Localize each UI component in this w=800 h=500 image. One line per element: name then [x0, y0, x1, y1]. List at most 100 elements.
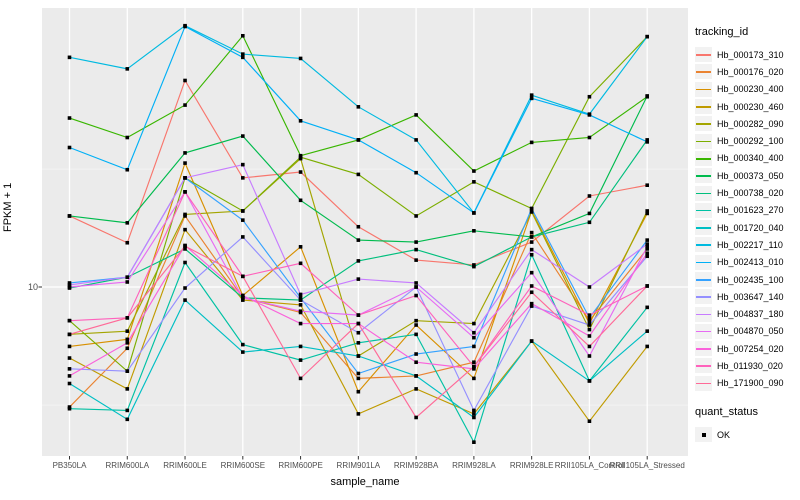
data-point	[183, 190, 187, 194]
data-point	[241, 55, 245, 60]
data-point	[183, 78, 187, 83]
data-point	[587, 354, 592, 358]
data-point	[67, 116, 72, 120]
data-point	[356, 259, 361, 263]
series-line-swatch	[696, 330, 711, 333]
data-point	[67, 344, 72, 349]
y-tick-label-10: 10	[27, 282, 38, 292]
data-point	[414, 113, 418, 117]
series-color-key-icon	[695, 168, 712, 184]
legend-item-label: Hb_000230_400	[717, 84, 784, 95]
data-point	[587, 194, 592, 198]
data-point	[645, 238, 649, 242]
legend-item-label: Hb_000340_400	[717, 153, 784, 164]
series-line-swatch	[696, 313, 711, 316]
legend-item-Hb_000340_400: Hb_000340_400	[695, 150, 800, 167]
data-point	[645, 247, 649, 251]
data-point	[472, 180, 476, 184]
data-point	[298, 153, 303, 158]
data-point	[472, 211, 476, 215]
data-point	[356, 389, 361, 394]
series-line-swatch	[696, 209, 711, 212]
data-point	[472, 376, 476, 381]
data-point	[356, 172, 361, 177]
data-point	[587, 211, 592, 216]
data-point	[356, 138, 361, 142]
data-point	[414, 415, 418, 420]
data-point	[645, 138, 649, 142]
series-color-key-icon	[695, 202, 712, 218]
data-point	[241, 295, 245, 300]
data-point	[414, 332, 418, 337]
data-point	[298, 261, 303, 266]
data-point	[472, 412, 476, 416]
data-point	[414, 138, 418, 142]
data-point	[298, 321, 303, 326]
data-point	[645, 140, 649, 144]
legend: tracking_id Hb_000173_310 Hb_000176_020 Hb…	[695, 26, 800, 443]
legend-item-Hb_000173_310: Hb_000173_310	[695, 46, 800, 63]
legend-item-ok: OK	[695, 426, 800, 443]
data-point	[645, 245, 649, 249]
series-color-key-icon	[695, 375, 712, 391]
x-tick-label-PB350LA: PB350LA	[52, 461, 87, 470]
data-point	[414, 285, 418, 289]
data-point	[414, 240, 418, 244]
data-point	[472, 330, 476, 335]
series-color-key-icon	[695, 220, 712, 236]
data-point	[298, 292, 303, 297]
data-point	[241, 33, 245, 38]
x-tick-label-RRIM928LE: RRIM928LE	[509, 461, 554, 470]
data-point	[529, 247, 534, 252]
data-point	[356, 330, 361, 335]
x-tick-labels: PB350LA RRIM600LA RRIM600LE RRIM600SE RRIM60…	[0, 461, 800, 473]
x-tick-label-RRIM928LA: RRIM928LA	[452, 461, 496, 470]
series-line-swatch	[696, 382, 711, 385]
data-point	[529, 284, 534, 288]
data-point	[125, 387, 130, 391]
series-color-key-icon	[695, 81, 712, 97]
legend-item-Hb_004837_180: Hb_004837_180	[695, 305, 800, 322]
data-point	[241, 350, 245, 354]
data-point	[241, 176, 245, 180]
legend-item-Hb_002217_110: Hb_002217_110	[695, 236, 800, 253]
data-point	[529, 339, 534, 343]
x-tick-label-RRIM928BA: RRIM928BA	[393, 461, 439, 470]
legend-item-Hb_171900_090: Hb_171900_090	[695, 375, 800, 392]
data-point	[356, 341, 361, 345]
data-point	[183, 212, 187, 217]
legend-items: Hb_000173_310 Hb_000176_020 Hb_000230_400 H…	[695, 46, 800, 392]
data-point	[298, 376, 303, 381]
series-color-key-icon	[695, 306, 712, 322]
data-point	[472, 335, 476, 340]
series-color-key-icon	[695, 150, 712, 166]
data-point	[472, 408, 476, 413]
data-point	[472, 321, 476, 326]
data-point	[529, 235, 534, 239]
data-point	[125, 329, 130, 333]
data-point	[298, 119, 303, 123]
data-point	[414, 374, 418, 378]
data-point	[298, 303, 303, 307]
data-point	[241, 218, 245, 222]
legend-title-tracking-id: tracking_id	[695, 26, 749, 38]
series-line-swatch	[696, 54, 711, 56]
data-point	[67, 55, 72, 60]
series-color-key-icon	[695, 254, 712, 270]
data-point	[67, 281, 72, 285]
data-point	[67, 283, 72, 287]
data-point	[529, 230, 534, 235]
series-color-key-icon	[695, 358, 712, 374]
legend-item-label: Hb_000738_020	[717, 188, 784, 199]
legend-item-Hb_001623_270: Hb_001623_270	[695, 202, 800, 219]
data-point	[241, 209, 245, 213]
data-point	[356, 105, 361, 109]
data-point	[125, 316, 130, 320]
data-point	[414, 352, 418, 356]
x-tick-label-RRIM600SE: RRIM600SE	[220, 461, 266, 470]
data-point	[645, 305, 649, 310]
data-point	[183, 161, 187, 165]
legend-item-label: Hb_002413_010	[717, 257, 784, 268]
data-point	[183, 103, 187, 107]
data-point	[587, 94, 592, 99]
